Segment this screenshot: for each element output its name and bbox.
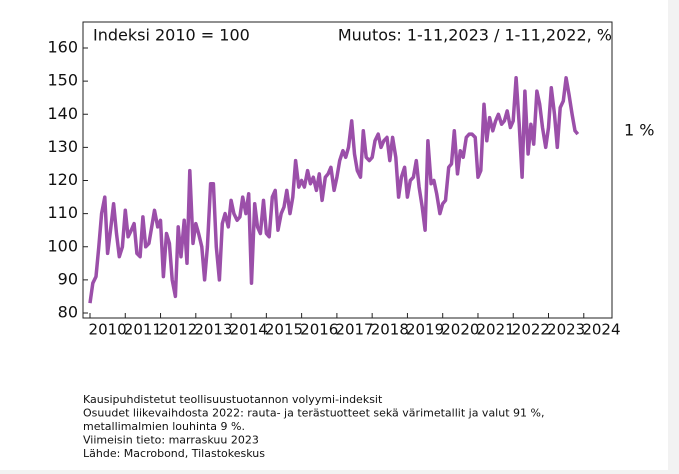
y-tick-label: 140 (47, 104, 78, 123)
y-tick-label: 100 (47, 236, 78, 255)
x-tick-label: 2023 (547, 321, 585, 339)
x-tick-label: 2016 (300, 321, 338, 339)
plot-frame (82, 21, 613, 319)
y-tick-label: 150 (47, 71, 78, 90)
x-tick-label: 2010 (89, 321, 127, 339)
x-tick-label: 2022 (512, 321, 550, 339)
x-tick-label: 2020 (441, 321, 479, 339)
note: Viimeisin tieto: marraskuu 2023 (83, 434, 259, 447)
note: Kausipuhdistetut teollisuustuotannon vol… (83, 393, 383, 406)
note: metallimalmien louhinta 9 %. (83, 420, 245, 433)
x-tick-label: 2014 (230, 321, 268, 339)
y-tick-label: 90 (58, 269, 78, 288)
annotation: 1 % (624, 121, 654, 140)
y-tick-label: 110 (47, 203, 78, 222)
x-tick-label: 2013 (194, 321, 232, 339)
note: Osuudet liikevaihdosta 2022: rauta- ja t… (83, 407, 544, 420)
y-tick-label: 160 (47, 38, 78, 57)
data-line (88, 76, 580, 304)
x-tick-label: 2015 (265, 321, 303, 339)
x-tick-label: 2017 (335, 321, 373, 339)
header-left: Indeksi 2010 = 100 (93, 26, 250, 45)
x-tick-label: 2012 (159, 321, 197, 339)
y-tick-label: 130 (47, 137, 78, 156)
x-tick-label: 2011 (124, 321, 162, 339)
header-right: Muutos: 1-11,2023 / 1-11,2022, % (338, 26, 612, 45)
x-tick-label: 2021 (477, 321, 515, 339)
x-tick-label: 2018 (371, 321, 409, 339)
y-tick-label: 80 (58, 303, 78, 322)
x-tick-label: 2019 (406, 321, 444, 339)
y-tick-label: 120 (47, 170, 78, 189)
note: Lähde: Macrobond, Tilastokeskus (83, 447, 265, 460)
x-tick-label: 2024 (582, 321, 620, 339)
